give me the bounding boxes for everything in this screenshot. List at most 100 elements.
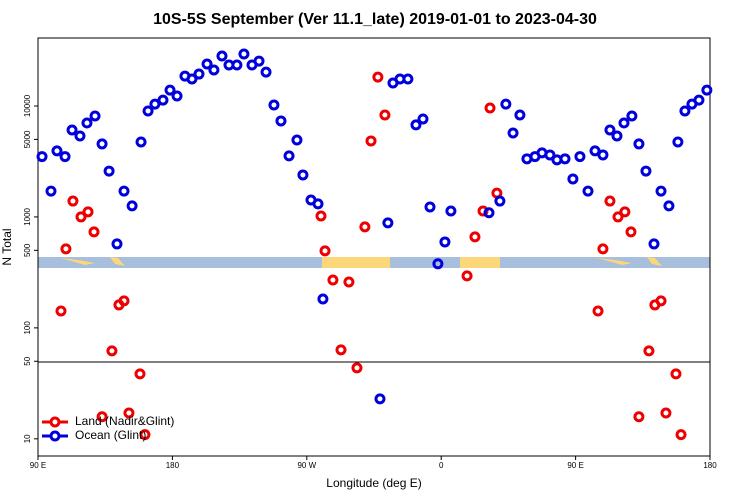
point xyxy=(567,173,579,185)
point xyxy=(633,411,645,423)
point xyxy=(81,117,93,129)
x-tick-label: 90 E xyxy=(567,461,583,470)
y-tick-label: 5000 xyxy=(23,130,32,148)
point xyxy=(89,110,101,122)
point xyxy=(382,217,394,229)
map-strip xyxy=(38,257,710,268)
point xyxy=(484,102,496,114)
point xyxy=(626,110,638,122)
point xyxy=(208,64,220,76)
point xyxy=(612,211,624,223)
point xyxy=(365,135,377,147)
point xyxy=(55,305,67,317)
point xyxy=(297,169,309,181)
point xyxy=(231,59,243,71)
point xyxy=(574,151,586,163)
point xyxy=(410,119,422,131)
y-tick-label: 50 xyxy=(23,356,32,365)
point xyxy=(66,124,78,136)
point xyxy=(592,305,604,317)
point xyxy=(268,99,280,111)
y-tick-label: 10000 xyxy=(23,94,32,117)
point xyxy=(193,68,205,80)
point xyxy=(432,258,444,270)
y-tick-label: 100 xyxy=(23,321,32,335)
point xyxy=(88,226,100,238)
point xyxy=(238,48,250,60)
point xyxy=(59,151,71,163)
point xyxy=(312,198,324,210)
point xyxy=(335,344,347,356)
point xyxy=(315,210,327,222)
point xyxy=(103,165,115,177)
point xyxy=(597,149,609,161)
point xyxy=(275,115,287,127)
y-tick-label: 1000 xyxy=(23,207,32,225)
point xyxy=(618,117,630,129)
point xyxy=(164,84,176,96)
x-tick-label: 180 xyxy=(703,461,717,470)
point xyxy=(679,105,691,117)
x-tick-label: 180 xyxy=(166,461,180,470)
point xyxy=(351,362,363,374)
point xyxy=(359,221,371,233)
point xyxy=(619,206,631,218)
point xyxy=(514,109,526,121)
point xyxy=(402,73,414,85)
point xyxy=(672,136,684,148)
point xyxy=(319,245,331,257)
point xyxy=(118,185,130,197)
point xyxy=(126,200,138,212)
y-tick-label: 10 xyxy=(23,434,32,443)
point xyxy=(111,238,123,250)
point xyxy=(477,205,489,217)
point xyxy=(507,127,519,139)
point xyxy=(500,98,512,110)
point xyxy=(424,201,436,213)
legend-label: Ocean (Glint) xyxy=(75,428,146,442)
legend-label: Land (Nadir&Glint) xyxy=(75,414,174,428)
point xyxy=(67,195,79,207)
point xyxy=(283,150,295,162)
point xyxy=(201,58,213,70)
point xyxy=(675,429,687,441)
point xyxy=(372,71,384,83)
point xyxy=(36,151,48,163)
point xyxy=(461,270,473,282)
point xyxy=(604,124,616,136)
y-tick-label: 500 xyxy=(23,243,32,257)
point xyxy=(648,238,660,250)
point xyxy=(216,50,228,62)
point xyxy=(469,231,481,243)
point xyxy=(253,55,265,67)
point xyxy=(559,153,571,165)
point xyxy=(142,105,154,117)
point xyxy=(157,94,169,106)
point xyxy=(544,149,556,161)
legend-marker xyxy=(49,430,61,442)
x-tick-label: 0 xyxy=(439,461,444,470)
point xyxy=(625,226,637,238)
point xyxy=(670,368,682,380)
point xyxy=(327,274,339,286)
point xyxy=(604,195,616,207)
point xyxy=(494,195,506,207)
point xyxy=(118,295,130,307)
land-strip xyxy=(460,257,500,268)
point xyxy=(134,368,146,380)
x-tick-label: 90 W xyxy=(297,461,316,470)
point xyxy=(186,73,198,85)
point xyxy=(640,165,652,177)
point xyxy=(633,138,645,150)
point xyxy=(379,109,391,121)
point xyxy=(82,206,94,218)
point xyxy=(445,205,457,217)
point xyxy=(45,185,57,197)
point xyxy=(582,185,594,197)
point xyxy=(135,136,147,148)
x-axis-label: Longitude (deg E) xyxy=(326,476,421,490)
point xyxy=(60,243,72,255)
point xyxy=(343,276,355,288)
legend-marker xyxy=(49,416,61,428)
point xyxy=(439,236,451,248)
